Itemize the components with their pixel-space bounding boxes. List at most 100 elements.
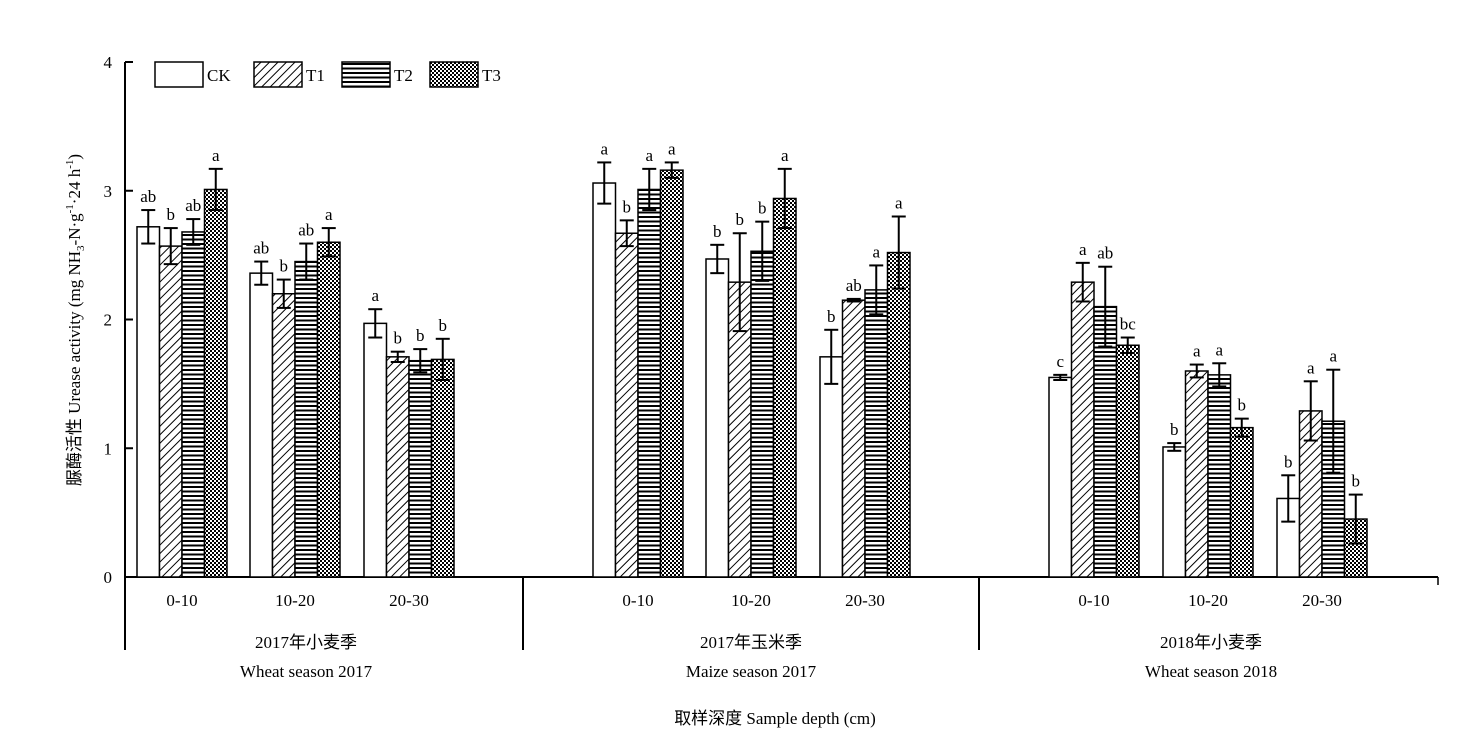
significance-letter: a xyxy=(325,205,333,224)
legend-swatch-t1 xyxy=(253,61,303,88)
significance-letter: ab xyxy=(846,276,862,295)
significance-letter: b xyxy=(394,329,403,348)
bar-t1 xyxy=(1184,370,1209,578)
bar-t3 xyxy=(1229,426,1254,578)
significance-letter: ab xyxy=(253,239,269,258)
bar-ck xyxy=(136,226,161,578)
bar-t3 xyxy=(659,169,684,578)
bar-t3 xyxy=(430,358,455,578)
group-label-en: Maize season 2017 xyxy=(686,662,817,681)
depth-label: 0-10 xyxy=(166,591,197,610)
group-label-cn: 2018年小麦季 xyxy=(1160,633,1262,652)
bar-t2 xyxy=(1207,374,1232,578)
significance-letter: a xyxy=(212,146,220,165)
bar-t2 xyxy=(181,231,206,578)
group-label-en: Wheat season 2018 xyxy=(1145,662,1277,681)
bar-ck xyxy=(363,322,388,578)
bars xyxy=(136,161,1368,578)
legend-swatch-t3 xyxy=(429,61,479,88)
bar-t1 xyxy=(841,299,866,578)
group-label-en: Wheat season 2017 xyxy=(240,662,373,681)
significance-letter: a xyxy=(1193,342,1201,361)
legend-label: T2 xyxy=(394,66,413,85)
significance-letter: bc xyxy=(1120,315,1137,334)
y-tick-label: 0 xyxy=(104,568,113,587)
significance-letter: b xyxy=(439,316,448,335)
significance-letter: b xyxy=(1238,396,1247,415)
depth-label: 20-30 xyxy=(1302,591,1342,610)
legend-label: CK xyxy=(207,66,231,85)
bar-ck xyxy=(1048,376,1073,578)
significance-letter: a xyxy=(1079,240,1087,259)
bar-t3 xyxy=(203,188,228,578)
significance-letter: ab xyxy=(140,187,156,206)
depth-label: 0-10 xyxy=(622,591,653,610)
legend-label: T1 xyxy=(306,66,325,85)
bar-t1 xyxy=(385,356,410,578)
significance-letter: a xyxy=(872,242,880,261)
significance-letter: ab xyxy=(298,221,314,240)
significance-letter: b xyxy=(167,205,176,224)
bar-t1 xyxy=(614,232,639,578)
depth-label: 10-20 xyxy=(731,591,771,610)
y-tick-label: 4 xyxy=(104,53,113,72)
group-label-cn: 2017年玉米季 xyxy=(700,633,802,652)
y-tick-label: 3 xyxy=(104,182,113,201)
bar-t1 xyxy=(1070,281,1095,578)
significance-letter: a xyxy=(1215,340,1223,359)
significance-letter: a xyxy=(895,194,903,213)
bar-t3 xyxy=(316,241,341,578)
bar-ck xyxy=(705,258,730,578)
significance-letter: b xyxy=(758,199,767,218)
significance-letter: a xyxy=(1307,358,1315,377)
bar-t3 xyxy=(886,251,911,578)
bar-ck xyxy=(1162,446,1187,578)
significance-letter: a xyxy=(645,146,653,165)
significance-letter: b xyxy=(1284,452,1293,471)
significance-letter: b xyxy=(827,307,836,326)
significance-letter: a xyxy=(1329,347,1337,366)
y-axis-label: 脲酶活性 Urease activity (mg NH3-N·g-1·24 h-… xyxy=(64,154,87,486)
significance-letter: ab xyxy=(185,196,201,215)
bar-ck xyxy=(819,356,844,578)
legend-label: T3 xyxy=(482,66,501,85)
bar-t2 xyxy=(637,188,662,578)
significance-letter: a xyxy=(371,286,379,305)
significance-letter: ab xyxy=(1097,244,1113,263)
x-axis-label: 取样深度 Sample depth (cm) xyxy=(674,709,876,728)
significance-letter: a xyxy=(668,139,676,158)
significance-letter: b xyxy=(1352,472,1361,491)
significance-letter: a xyxy=(781,146,789,165)
bar-t2 xyxy=(750,250,775,578)
y-tick-label: 1 xyxy=(104,439,113,458)
significance-letter: c xyxy=(1056,352,1064,371)
bar-t1 xyxy=(158,245,183,578)
depth-label: 10-20 xyxy=(1188,591,1228,610)
significance-letter: b xyxy=(1170,420,1179,439)
significance-letter: b xyxy=(623,197,632,216)
y-tick-label: 2 xyxy=(104,311,113,330)
depth-label: 0-10 xyxy=(1078,591,1109,610)
bar-ck xyxy=(249,272,274,578)
depth-label: 10-20 xyxy=(275,591,315,610)
depth-label: 20-30 xyxy=(389,591,429,610)
bar-t2 xyxy=(294,260,319,578)
significance-letter: b xyxy=(416,326,425,345)
bar-t1 xyxy=(271,293,296,578)
bar-t2 xyxy=(408,359,433,578)
significance-letter: b xyxy=(713,222,722,241)
legend-swatch-ck xyxy=(154,61,204,88)
legend: CK T1 T2 T3 xyxy=(154,61,501,88)
bar-t3 xyxy=(772,197,797,578)
significance-letter: a xyxy=(600,139,608,158)
bar-t2 xyxy=(864,289,889,578)
significance-letter: b xyxy=(736,210,745,229)
depth-label: 20-30 xyxy=(845,591,885,610)
bar-ck xyxy=(592,182,617,578)
group-label-cn: 2017年小麦季 xyxy=(255,633,357,652)
significance-letter: b xyxy=(280,257,289,276)
legend-swatch-t2 xyxy=(341,61,391,88)
bar-t3 xyxy=(1115,344,1140,578)
